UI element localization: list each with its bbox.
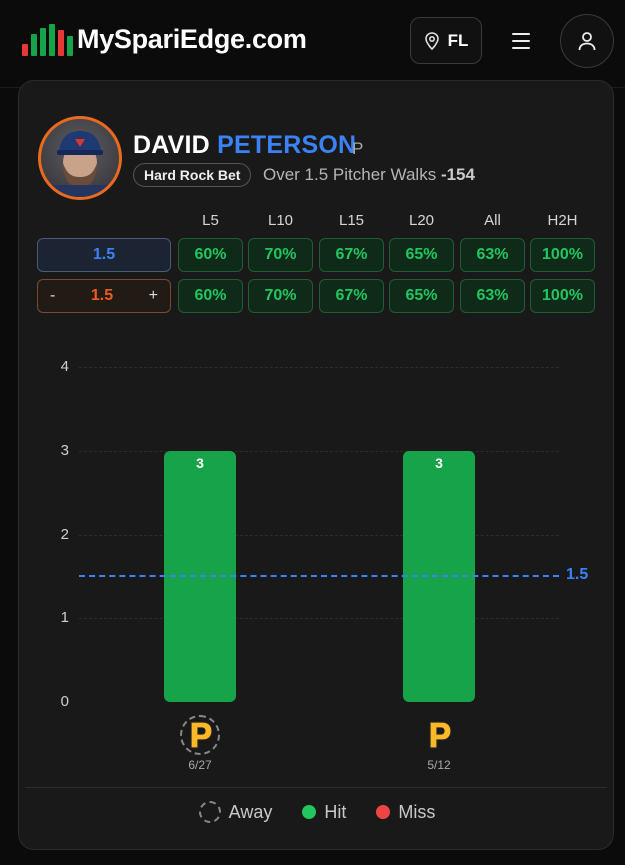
y-tick-label: 2 xyxy=(60,525,69,543)
y-tick-label: 4 xyxy=(60,358,69,375)
state-label: FL xyxy=(447,30,469,50)
legend-hit: Hit xyxy=(302,802,346,823)
bar-chart-icon xyxy=(22,24,73,56)
line-adjuster: - 1.5 + xyxy=(37,279,171,313)
top-bar: MySpariEdge.com FL xyxy=(0,0,625,88)
hit-rate-l5: 60% xyxy=(178,238,243,272)
grid-line xyxy=(79,367,559,368)
legend-hit-label: Hit xyxy=(324,801,347,822)
prop-line-label: 1.5 xyxy=(566,566,589,584)
map-pin-icon xyxy=(424,31,439,50)
legend-miss: Miss xyxy=(376,802,435,823)
player-avatar xyxy=(38,116,122,200)
user-icon xyxy=(578,32,596,51)
legend-divider xyxy=(25,787,607,788)
sportsbook-badge[interactable]: Hard Rock Bet xyxy=(133,163,252,187)
grid-line xyxy=(79,450,559,452)
grid-line xyxy=(79,618,559,620)
player-prop-card: DAVID PETERSON P Hard Rock Bet Over 1.5 … xyxy=(18,80,614,850)
split-header-l10[interactable]: L10 xyxy=(267,212,294,229)
dashed-circle-icon xyxy=(198,801,221,823)
bar-value-label: 3 xyxy=(196,454,204,471)
adjusted-hit-rate-l15: 67% xyxy=(319,279,384,313)
green-dot-icon xyxy=(302,805,317,819)
hit-rate-l15: 67% xyxy=(319,238,384,272)
brand-name[interactable]: MySpariEdge.com xyxy=(77,24,307,54)
increase-line-button[interactable]: + xyxy=(148,287,158,304)
prop-line-display: 1.5 xyxy=(37,238,171,272)
player-first-name: DAVID xyxy=(133,131,210,159)
adjusted-hit-rate-h2h: 100% xyxy=(530,279,595,313)
adjusted-hit-rate-all: 63% xyxy=(460,279,525,313)
y-tick-label: 0 xyxy=(60,693,69,710)
adjusted-hit-rate-l20: 65% xyxy=(389,279,454,313)
user-account-button[interactable] xyxy=(560,14,614,68)
prop-text: Over 1.5 Pitcher Walks xyxy=(263,165,437,184)
pirates-logo-icon[interactable] xyxy=(419,715,459,755)
bar-value-label: 3 xyxy=(435,454,443,471)
player-last-name: PETERSON xyxy=(217,131,357,159)
decrease-line-button[interactable]: - xyxy=(50,287,56,304)
split-header-l20[interactable]: L20 xyxy=(408,212,435,229)
pirates-logo-icon[interactable] xyxy=(180,715,220,755)
split-header-all[interactable]: All xyxy=(484,212,501,229)
legend-away-label: Away xyxy=(228,801,273,822)
grid-line xyxy=(79,534,559,536)
game-date-label: 5/12 xyxy=(427,758,451,772)
y-tick-label: 1 xyxy=(60,609,69,627)
chart-legend: Away Hit Miss xyxy=(19,801,613,823)
player-name: DAVID PETERSON xyxy=(133,131,356,160)
state-selector-button[interactable]: FL xyxy=(410,17,482,64)
brand-logo[interactable] xyxy=(22,24,73,56)
game-date-label: 6/27 xyxy=(188,758,212,772)
prop-line-marker xyxy=(79,575,559,578)
split-header-l5[interactable]: L5 xyxy=(202,212,219,229)
y-tick-label: 3 xyxy=(60,441,69,459)
hit-rate-all: 63% xyxy=(460,238,525,272)
hit-rate-l20: 65% xyxy=(389,238,454,272)
red-dot-icon xyxy=(376,805,391,819)
hamburger-icon[interactable] xyxy=(503,24,539,58)
player-position: P xyxy=(352,139,364,158)
adjusted-hit-rate-l5: 60% xyxy=(178,279,243,313)
prop-odds: -154 xyxy=(440,165,475,184)
split-header-l15[interactable]: L15 xyxy=(338,212,365,229)
split-header-h2h[interactable]: H2H xyxy=(547,212,578,229)
prop-description: Over 1.5 Pitcher Walks -154 xyxy=(263,165,475,185)
adjusted-hit-rate-l10: 70% xyxy=(248,279,313,313)
hit-rate-h2h: 100% xyxy=(530,238,595,272)
hit-rate-l10: 70% xyxy=(248,238,313,272)
legend-away: Away xyxy=(198,801,273,823)
adjusted-line-value: 1.5 xyxy=(90,287,114,304)
legend-miss-label: Miss xyxy=(398,801,436,822)
